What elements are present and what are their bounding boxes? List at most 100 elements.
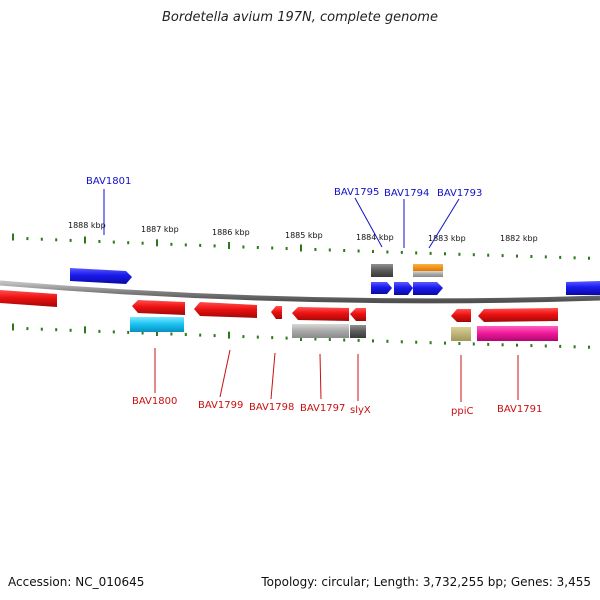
- gene-feature[interactable]: [413, 264, 443, 271]
- minor-tick: [357, 338, 360, 342]
- minor-tick: [26, 327, 29, 331]
- gene-arrow[interactable]: [478, 308, 558, 322]
- minor-tick: [400, 250, 403, 254]
- minor-tick: [26, 237, 29, 241]
- minor-tick: [112, 240, 115, 244]
- minor-tick: [588, 256, 590, 260]
- genome-summary-text: Topology: circular; Length: 3,732,255 bp…: [261, 575, 591, 589]
- gene-arrow[interactable]: [70, 268, 132, 284]
- gene-arrow[interactable]: [394, 282, 413, 295]
- minor-tick: [458, 252, 461, 256]
- gene-label-slyx[interactable]: slyX: [350, 405, 371, 416]
- gene-arrow[interactable]: [413, 282, 443, 295]
- accession-text: Accession: NC_010645: [8, 575, 145, 589]
- minor-tick: [415, 251, 418, 255]
- minor-tick: [55, 238, 58, 242]
- minor-tick: [444, 341, 446, 345]
- minor-tick: [141, 241, 144, 245]
- minor-tick: [285, 336, 288, 340]
- scale-label: 1887 kbp: [141, 225, 179, 234]
- gene-arrow[interactable]: [292, 307, 349, 321]
- gene-feature[interactable]: [130, 317, 184, 332]
- minor-tick: [415, 340, 418, 344]
- minor-tick: [501, 254, 504, 258]
- minor-tick: [213, 334, 216, 338]
- minor-tick: [141, 331, 144, 335]
- minor-tick: [343, 338, 346, 342]
- genome-title: Bordetella avium 197N, complete genome: [162, 10, 438, 25]
- gene-feature[interactable]: [413, 271, 443, 277]
- minor-tick: [559, 344, 562, 348]
- gene-feature[interactable]: [292, 324, 349, 338]
- minor-tick: [386, 250, 389, 254]
- gene-feature[interactable]: [451, 327, 471, 341]
- minor-tick: [256, 246, 259, 249]
- minor-tick: [184, 243, 187, 247]
- minor-tick: [573, 345, 576, 349]
- gene-label-bav1801[interactable]: BAV1801: [86, 176, 131, 187]
- minor-tick: [314, 337, 317, 341]
- minor-tick: [588, 345, 590, 349]
- gene-label-bav1798[interactable]: BAV1798: [249, 402, 294, 413]
- minor-tick: [472, 342, 475, 346]
- gene-label-bav1793[interactable]: BAV1793: [437, 188, 482, 199]
- scale-label: 1888 kbp: [68, 221, 106, 230]
- gene-arrow[interactable]: [271, 306, 282, 319]
- gene-label-ppic[interactable]: ppiC: [451, 406, 473, 417]
- gene-feature[interactable]: [477, 326, 558, 341]
- gene-arrow[interactable]: [0, 290, 57, 307]
- gene-arrow[interactable]: [371, 282, 392, 294]
- gene-feature[interactable]: [350, 325, 366, 338]
- minor-tick: [98, 329, 101, 333]
- minor-tick: [343, 249, 346, 252]
- minor-tick: [530, 255, 533, 258]
- minor-tick: [573, 256, 576, 260]
- gene-arrow[interactable]: [566, 281, 600, 295]
- gene-arrow[interactable]: [451, 309, 471, 322]
- minor-tick: [544, 255, 547, 259]
- gene-label-bav1795[interactable]: BAV1795: [334, 187, 379, 198]
- minor-tick: [256, 335, 259, 339]
- minor-tick: [271, 336, 274, 340]
- scale-label: 1885 kbp: [285, 231, 323, 240]
- minor-tick: [458, 342, 461, 345]
- major-tick: [156, 239, 158, 247]
- minor-tick: [386, 339, 389, 343]
- gene-label-bav1794[interactable]: BAV1794: [384, 188, 429, 199]
- minor-tick: [242, 335, 245, 339]
- minor-tick: [559, 255, 562, 259]
- minor-tick: [271, 246, 274, 250]
- minor-tick: [472, 253, 475, 257]
- forward-strand-genes: [70, 264, 600, 295]
- reverse-strand-genes: [0, 290, 558, 341]
- minor-tick: [328, 248, 331, 252]
- gene-label-bav1791[interactable]: BAV1791: [497, 404, 542, 415]
- minor-tick: [429, 341, 432, 345]
- gene-label-bav1799[interactable]: BAV1799: [198, 400, 243, 411]
- major-tick: [156, 329, 158, 336]
- minor-tick: [487, 253, 490, 257]
- gene-arrow[interactable]: [194, 302, 257, 318]
- minor-tick: [112, 330, 115, 334]
- minor-tick: [127, 241, 130, 245]
- minor-tick: [444, 252, 446, 256]
- minor-tick: [314, 248, 317, 251]
- gene-feature[interactable]: [371, 264, 393, 277]
- gene-label-bav1800[interactable]: BAV1800: [132, 396, 177, 407]
- scale-label: 1886 kbp: [212, 228, 250, 237]
- scale-labels: 1888 kbp 1887 kbp 1886 kbp 1885 kbp 1884…: [68, 221, 538, 243]
- minor-tick: [213, 244, 216, 248]
- minor-tick: [242, 245, 245, 249]
- minor-tick: [40, 237, 43, 241]
- minor-tick: [170, 332, 173, 336]
- gene-arrow[interactable]: [132, 300, 185, 315]
- gene-arrow[interactable]: [350, 308, 366, 321]
- gene-label-bav1797[interactable]: BAV1797: [300, 403, 345, 414]
- minor-tick: [516, 254, 518, 258]
- genome-backbone: [0, 280, 600, 304]
- minor-tick: [170, 242, 173, 246]
- minor-tick: [516, 343, 518, 347]
- minor-tick: [69, 328, 72, 332]
- major-tick: [228, 242, 230, 249]
